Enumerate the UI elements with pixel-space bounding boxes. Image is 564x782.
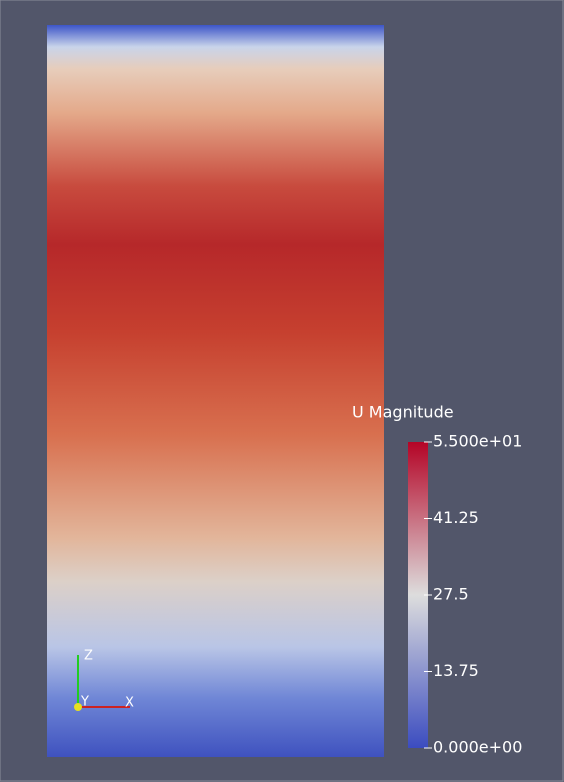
rendered-field — [47, 25, 384, 757]
colorbar-tick-label: 5.500e+01 — [433, 432, 522, 451]
y-label: Y — [80, 695, 89, 710]
colorbar-tick-label: 0.000e+00 — [433, 738, 522, 757]
viewport: Z Y X U Magnitude 5.500e+01 41.25 27.5 13.7… — [0, 0, 564, 782]
x-label: X — [125, 696, 134, 711]
colorbar-tick-label: 41.25 — [433, 508, 479, 527]
colorbar-tick-label: 27.5 — [433, 585, 469, 604]
colorbar-title: U Magnitude — [352, 403, 454, 422]
colorbar-tick-label: 13.75 — [433, 661, 479, 680]
z-label: Z — [84, 649, 93, 664]
